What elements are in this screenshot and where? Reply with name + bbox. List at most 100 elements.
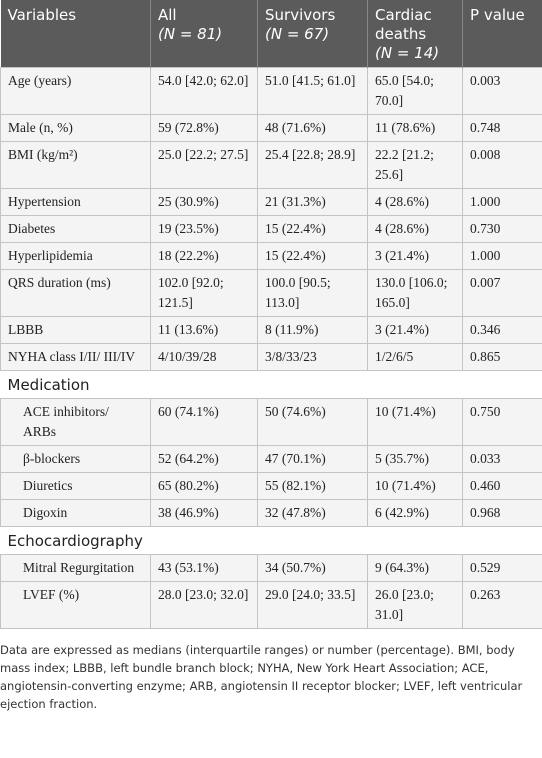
- cell: 47 (70.1%): [257, 445, 368, 473]
- cell: 3 (21.4%): [367, 242, 463, 270]
- cell: 15 (22.4%): [257, 215, 368, 243]
- cell: 6 (42.9%): [367, 499, 463, 527]
- cell: 102.0 [92.0; 121.5]: [150, 269, 258, 317]
- cell: 0.003: [462, 67, 542, 115]
- cell: 51.0 [41.5; 61.0]: [257, 67, 368, 115]
- row-label: LVEF (%): [0, 581, 151, 629]
- cell: 0.460: [462, 472, 542, 500]
- row-label: NYHA class I/II/ III/IV: [0, 343, 151, 371]
- cell: 25 (30.9%): [150, 188, 258, 216]
- table-row: QRS duration (ms) 102.0 [92.0; 121.5] 100.…: [0, 269, 542, 317]
- header-cell: Survivors (N = 67): [257, 0, 368, 68]
- cell: 0.529: [462, 554, 542, 582]
- cell: 1.000: [462, 188, 542, 216]
- cell: 0.007: [462, 269, 542, 317]
- cell: 22.2 [21.2; 25.6]: [367, 141, 463, 189]
- section-row: Medication: [0, 370, 542, 399]
- header-n: (N = 81): [158, 25, 223, 43]
- row-label: Hyperlipidemia: [0, 242, 151, 270]
- cell: 43 (53.1%): [150, 554, 258, 582]
- cell: 11 (13.6%): [150, 316, 258, 344]
- header-cell: Variables: [0, 0, 151, 68]
- header-label: Survivors: [265, 6, 336, 24]
- table-row: Diabetes 19 (23.5%) 15 (22.4%) 4 (28.6%) 0.7…: [0, 215, 542, 243]
- cell: 1/2/6/5: [367, 343, 463, 371]
- cell: 65.0 [54.0; 70.0]: [367, 67, 463, 115]
- cell: 0.346: [462, 316, 542, 344]
- cell: 0.263: [462, 581, 542, 629]
- section-title: Echocardiography: [0, 526, 542, 555]
- table-row: β-blockers 52 (64.2%) 47 (70.1%) 5 (35.7%) 0…: [0, 445, 542, 473]
- cell: 55 (82.1%): [257, 472, 368, 500]
- table-row: Male (n, %) 59 (72.8%) 48 (71.6%) 11 (78.6%…: [0, 114, 542, 142]
- cell: 19 (23.5%): [150, 215, 258, 243]
- cell: 0.750: [462, 398, 542, 446]
- header-cell: Cardiac deaths (N = 14): [367, 0, 463, 68]
- cell: 10 (71.4%): [367, 472, 463, 500]
- row-label: BMI (kg/m²): [0, 141, 151, 189]
- table-row: LVEF (%) 28.0 [23.0; 32.0] 29.0 [24.0; 33.…: [0, 581, 542, 629]
- header-cell: P value: [462, 0, 542, 68]
- row-label: Diabetes: [0, 215, 151, 243]
- cell: 0.033: [462, 445, 542, 473]
- cell: 38 (46.9%): [150, 499, 258, 527]
- header-row: Variables All (N = 81) Survivors (N = 67) Car…: [0, 0, 542, 68]
- row-label: Digoxin: [0, 499, 151, 527]
- cell: 0.748: [462, 114, 542, 142]
- table-row: Mitral Regurgitation 43 (53.1%) 34 (50.7%)…: [0, 554, 542, 582]
- cell: 25.4 [22.8; 28.9]: [257, 141, 368, 189]
- row-label: Mitral Regurgitation: [0, 554, 151, 582]
- header-label: Cardiac deaths: [375, 6, 432, 43]
- header-cell: All (N = 81): [150, 0, 258, 68]
- cell: 0.865: [462, 343, 542, 371]
- cell: 15 (22.4%): [257, 242, 368, 270]
- cell: 9 (64.3%): [367, 554, 463, 582]
- section-title: Medication: [0, 370, 542, 399]
- cell: 1.000: [462, 242, 542, 270]
- footnote: Data are expressed as medians (interquar…: [0, 643, 523, 711]
- row-label: QRS duration (ms): [0, 269, 151, 317]
- cell: 50 (74.6%): [257, 398, 368, 446]
- table-row: Digoxin 38 (46.9%) 32 (47.8%) 6 (42.9%) 0.96…: [0, 499, 542, 527]
- header-label: P value: [470, 6, 525, 24]
- header-n: (N = 67): [265, 25, 330, 43]
- cell: 8 (11.9%): [257, 316, 368, 344]
- row-label: Diuretics: [0, 472, 151, 500]
- table-row: ACE inhibitors/ ARBs 60 (74.1%) 50 (74.6%)…: [0, 398, 542, 446]
- row-label: Hypertension: [0, 188, 151, 216]
- row-label: Male (n, %): [0, 114, 151, 142]
- cell: 26.0 [23.0; 31.0]: [367, 581, 463, 629]
- cell: 4/10/39/28: [150, 343, 258, 371]
- cell: 21 (31.3%): [257, 188, 368, 216]
- row-label: Age (years): [0, 67, 151, 115]
- header-label: Variables: [7, 6, 77, 24]
- cell: 52 (64.2%): [150, 445, 258, 473]
- cell: 100.0 [90.5; 113.0]: [257, 269, 368, 317]
- table-row: NYHA class I/II/ III/IV 4/10/39/28 3/8/33/…: [0, 343, 542, 371]
- cell: 0.008: [462, 141, 542, 189]
- cell: 29.0 [24.0; 33.5]: [257, 581, 368, 629]
- cell: 18 (22.2%): [150, 242, 258, 270]
- row-label: ACE inhibitors/ ARBs: [0, 398, 151, 446]
- table-body: Age (years) 54.0 [42.0; 62.0] 51.0 [41.5; …: [0, 67, 542, 629]
- cell: 0.968: [462, 499, 542, 527]
- cell: 3/8/33/23: [257, 343, 368, 371]
- table-row: Diuretics 65 (80.2%) 55 (82.1%) 10 (71.4%) 0…: [0, 472, 542, 500]
- cell: 25.0 [22.2; 27.5]: [150, 141, 258, 189]
- cell: 54.0 [42.0; 62.0]: [150, 67, 258, 115]
- table-row: LBBB 11 (13.6%) 8 (11.9%) 3 (21.4%) 0.346: [0, 316, 542, 344]
- header-label: All: [158, 6, 177, 24]
- table-row: Hyperlipidemia 18 (22.2%) 15 (22.4%) 3 (21.…: [0, 242, 542, 270]
- cell: 60 (74.1%): [150, 398, 258, 446]
- row-label: β-blockers: [0, 445, 151, 473]
- cell: 0.730: [462, 215, 542, 243]
- data-table: Variables All (N = 81) Survivors (N = 67) Car…: [0, 0, 542, 629]
- cell: 34 (50.7%): [257, 554, 368, 582]
- cell: 4 (28.6%): [367, 215, 463, 243]
- cell: 28.0 [23.0; 32.0]: [150, 581, 258, 629]
- cell: 4 (28.6%): [367, 188, 463, 216]
- cell: 10 (71.4%): [367, 398, 463, 446]
- cell: 32 (47.8%): [257, 499, 368, 527]
- cell: 5 (35.7%): [367, 445, 463, 473]
- cell: 59 (72.8%): [150, 114, 258, 142]
